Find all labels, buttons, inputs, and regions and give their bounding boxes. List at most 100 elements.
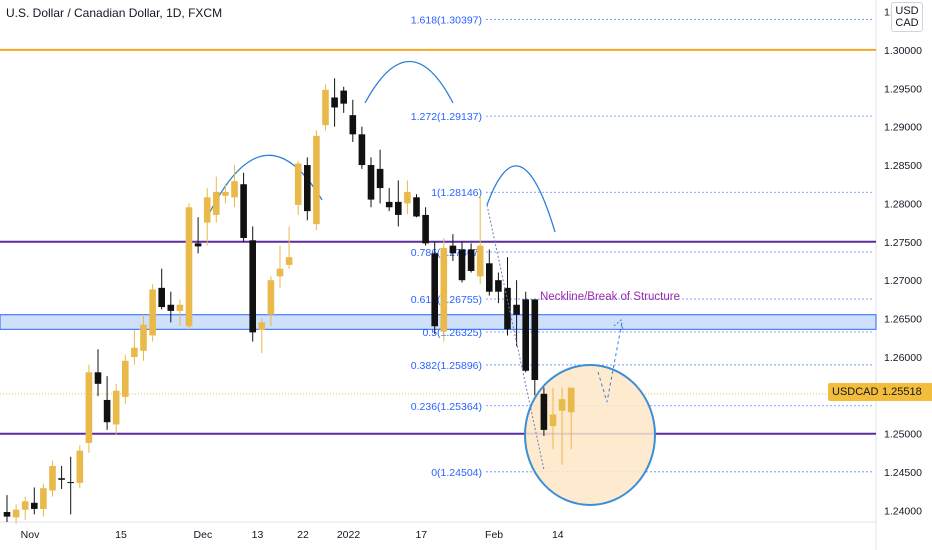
candle-body — [67, 482, 74, 484]
pattern-arc-3 — [486, 165, 556, 233]
projection-line-up — [597, 321, 623, 403]
price-axis-tick-label: 1.29500 — [884, 83, 922, 95]
candle-body — [331, 97, 338, 108]
candle-body — [231, 181, 238, 198]
fib-level-label: 1.272(1.29137) — [411, 111, 482, 123]
candle-body — [349, 115, 357, 135]
candle-body — [313, 135, 320, 225]
price-axis-tick-label: 1.26000 — [884, 352, 922, 364]
candle-body — [467, 249, 475, 271]
candle-body — [249, 240, 256, 333]
candle-body — [194, 243, 202, 247]
time-axis-tick-label: Feb — [485, 529, 503, 541]
candle-body — [140, 324, 147, 351]
candle-body — [267, 280, 275, 315]
neckline-annotation: Neckline/Break of Structure — [540, 291, 680, 303]
candle-body — [258, 322, 266, 331]
candle-body — [131, 347, 138, 357]
time-axis-tick-label: 14 — [552, 529, 564, 541]
candle-body — [486, 263, 493, 292]
time-axis-tick-label: 22 — [297, 529, 309, 541]
candle-body — [367, 165, 375, 200]
fib-level-label: 0.5(1.26325) — [422, 327, 482, 339]
time-axis-tick-label: 13 — [252, 529, 264, 541]
candle-body — [549, 414, 557, 427]
time-axis-tick-label: 2022 — [337, 529, 361, 541]
candle-body — [422, 214, 429, 244]
price-axis-tick-label: 1.28000 — [884, 198, 922, 210]
time-axis-tick-label: 17 — [415, 529, 427, 541]
price-axis-tick-label: 1.25000 — [884, 429, 922, 441]
candle-body — [222, 191, 229, 196]
candle-body — [94, 372, 102, 384]
candle-body — [149, 289, 156, 336]
price-axis-tick-label: 1.29000 — [884, 122, 922, 134]
candle-body — [358, 134, 366, 166]
candle-body — [176, 304, 184, 311]
candle-body — [376, 168, 384, 189]
currency-quote: CAD — [895, 17, 919, 29]
candle-body — [294, 163, 302, 205]
projection-arrowhead — [613, 319, 624, 331]
candle-body — [40, 488, 47, 509]
candle-body — [85, 372, 93, 443]
candle-body — [504, 287, 511, 330]
candle-body — [158, 287, 165, 308]
fib-level-label: 0.236(1.25364) — [411, 401, 482, 413]
price-axis-tick-label: 1.28500 — [884, 160, 922, 172]
pattern-arc-2 — [364, 61, 454, 104]
candle-body — [540, 393, 548, 430]
fib-level-label: 0(1.24504) — [431, 467, 482, 479]
candle-body — [21, 501, 29, 510]
candle-body — [213, 191, 220, 215]
time-axis-tick-label: Nov — [21, 529, 40, 541]
candle-body — [58, 478, 65, 480]
candle-body — [31, 502, 38, 509]
candle-body — [285, 257, 293, 265]
price-axis-tick-label: 1.24000 — [884, 505, 922, 517]
candle-body — [304, 165, 311, 212]
fib-level-label: 1(1.28146) — [431, 187, 482, 199]
currency-badge[interactable]: USD CAD — [891, 2, 923, 32]
candle-body — [276, 268, 284, 277]
candle-body — [240, 184, 247, 238]
candle-body — [340, 90, 347, 104]
candle-body — [495, 280, 502, 292]
symbol-price-tag: USDCAD — [828, 383, 883, 401]
price-axis-tick-label: 1.27000 — [884, 275, 922, 287]
price-axis-tick-label: 1.26500 — [884, 314, 922, 326]
candle-body — [112, 390, 120, 425]
candle-body — [449, 245, 457, 254]
price-axis-tick-label: 1.30000 — [884, 45, 922, 57]
price-axis-tick-label: 1.24500 — [884, 467, 922, 479]
candle-body — [476, 245, 484, 277]
candle-body — [440, 247, 448, 332]
candle-body — [395, 201, 402, 215]
candle-body — [12, 509, 20, 518]
currency-base: USD — [895, 5, 919, 17]
highlight-circle — [524, 364, 656, 506]
candle-body — [49, 465, 56, 491]
candle-body — [167, 304, 175, 311]
candle-body — [522, 299, 529, 371]
projection-line-down — [486, 204, 545, 471]
last-price-tag: 1.25518 — [878, 383, 932, 401]
candle-body — [413, 197, 420, 217]
candle-body — [203, 197, 211, 223]
candles-group — [3, 78, 575, 524]
candle-body — [185, 207, 193, 327]
price-axis-tick-label: 1.27500 — [884, 237, 922, 249]
time-axis-tick-label: 15 — [115, 529, 127, 541]
candle-body — [103, 399, 111, 423]
candle-body — [567, 387, 575, 413]
candle-body — [431, 253, 438, 327]
candle-body — [322, 89, 329, 126]
candle-body — [558, 399, 566, 411]
candle-body — [513, 304, 520, 315]
candle-body — [385, 201, 393, 208]
candle-body — [122, 360, 129, 397]
symbol-title: U.S. Dollar / Canadian Dollar, 1D, FXCM — [6, 6, 223, 20]
candle-body — [531, 299, 539, 380]
candle-body — [3, 512, 11, 517]
